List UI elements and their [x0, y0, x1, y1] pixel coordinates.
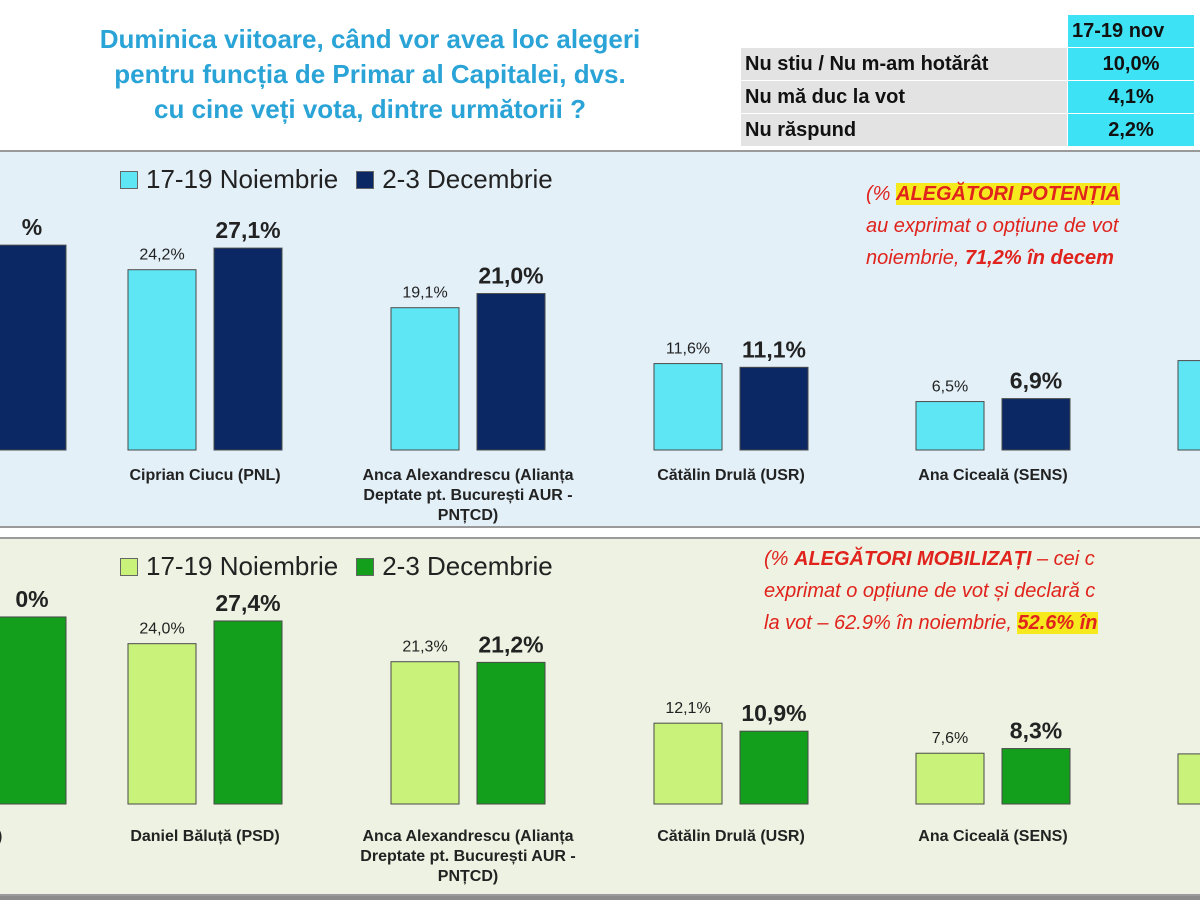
bar-nov [653, 363, 723, 451]
stats-row-value: 2,2% [1067, 113, 1195, 147]
data-label: 21,3% [402, 639, 447, 656]
data-label: 27,4% [215, 590, 280, 616]
legend-item-dec: 2-3 Decembrie [356, 551, 553, 582]
bar-dec [739, 730, 809, 805]
bar-dec [213, 620, 283, 805]
legend-item-nov: 17-19 Noiembrie [120, 164, 338, 195]
stats-header-row: 17-19 nov [740, 14, 1195, 48]
category-label: Cătălin Drulă (USR) [657, 467, 805, 484]
category-label: PNȚCD) [438, 868, 498, 885]
category-label: Anca Alexandrescu (Alianța [362, 828, 573, 845]
bar-nov [915, 752, 985, 805]
potential-voters-panel: 17-19 Noiembrie 2-3 Decembrie (% ALEGĂTO… [0, 150, 1200, 528]
category-label: Dreptate pt. București AUR - [360, 848, 575, 865]
mobilized-voters-panel: 17-19 Noiembrie 2-3 Decembrie (% ALEGĂTO… [0, 537, 1200, 896]
bar-dec [0, 616, 67, 805]
data-label: 0% [15, 586, 48, 612]
category-label: Cătălin Drulă (USR) [657, 828, 805, 845]
category-label: PNȚCD) [438, 507, 498, 524]
bottom-divider [0, 896, 1200, 900]
category-label: NL) [0, 828, 2, 845]
category-label: Daniel Băluță (PSD) [130, 828, 279, 845]
data-label: 7,6% [932, 730, 968, 747]
mobilized-voters-note: (% ALEGĂTORI MOBILIZAȚI – cei c exprimat… [764, 548, 1098, 634]
data-label: 24,2% [139, 247, 184, 264]
bar-nov [127, 269, 197, 451]
legend-swatch [120, 170, 138, 189]
legend-swatch [356, 557, 375, 576]
data-label: 8,3% [1010, 718, 1062, 744]
bar-dec [739, 366, 809, 451]
bar-dec [476, 293, 546, 451]
category-label: Ciprian Ciucu (PNL) [129, 467, 280, 484]
survey-question: Duminica viitoare, când vor avea loc ale… [20, 22, 720, 127]
legend-label: 2-3 Decembrie [382, 164, 553, 194]
bar-nov [390, 307, 460, 451]
stats-row-label: Nu mă duc la vot [740, 80, 1068, 114]
stats-row: Nu răspund 2,2% [740, 113, 1195, 147]
data-label: 11,6% [666, 341, 710, 358]
bar-nov [653, 722, 723, 805]
stats-row: Nu stiu / Nu m-am hotărât 10,0% [740, 47, 1195, 81]
bar-dec [213, 247, 283, 451]
category-label: Anca Alexandrescu (Alianța [362, 467, 573, 484]
data-label: 6,5% [932, 379, 968, 396]
bar-nov [1177, 360, 1200, 451]
legend-label: 17-19 Noiembrie [146, 164, 339, 194]
stats-row: Nu mă duc la vot 4,1% [740, 80, 1195, 114]
question-line-3: cu cine veți vota, dintre următorii ? [154, 94, 586, 124]
bar-nov [390, 661, 460, 805]
data-label: 27,1% [215, 217, 280, 243]
potential-voters-chart: %D)24,2%27,1%Ciprian Ciucu (PNL)19,1%21,… [0, 214, 1200, 524]
data-label: 11,1% [742, 336, 806, 362]
data-label: 6,9% [1010, 368, 1062, 394]
category-label: Deptate pt. București AUR - [363, 487, 572, 504]
stats-row-label: Nu răspund [740, 113, 1068, 147]
bar-dec [1001, 748, 1071, 805]
question-line-2: pentru funcția de Primar al Capitalei, d… [114, 59, 626, 89]
legend-label: 17-19 Noiembrie [146, 551, 339, 581]
data-label: 24,0% [139, 621, 184, 638]
chart-legend: 17-19 Noiembrie 2-3 Decembrie [120, 164, 571, 195]
data-label: % [22, 214, 42, 240]
bar-dec [1001, 398, 1071, 451]
data-label: 12,1% [665, 700, 710, 717]
data-label: 21,2% [478, 631, 543, 657]
bar-nov [1177, 753, 1200, 805]
stats-row-value: 10,0% [1067, 47, 1195, 81]
data-label: 19,1% [402, 285, 447, 302]
data-label: 10,9% [741, 700, 806, 726]
stats-row-value: 4,1% [1067, 80, 1195, 114]
bar-dec [0, 244, 67, 451]
bar-dec [476, 661, 546, 805]
note-highlight: 52.6% în [1017, 612, 1098, 634]
legend-swatch [356, 170, 375, 189]
bar-nov [127, 643, 197, 805]
stats-row-label: Nu stiu / Nu m-am hotărât [740, 47, 1068, 81]
legend-swatch [120, 557, 138, 576]
undecided-stats-table: 17-19 nov Nu stiu / Nu m-am hotărât 10,0… [740, 14, 1195, 147]
mobilized-voters-chart: 0% NL) 24,0% 27,4% Daniel Băluță (PSD) 21,3% 2… [0, 586, 1200, 885]
legend-label: 2-3 Decembrie [382, 551, 553, 581]
category-label: Ana Ciceală (SENS) [918, 467, 1067, 484]
bar-nov [915, 401, 985, 451]
legend-item-dec: 2-3 Decembrie [356, 164, 553, 195]
note-highlight: ALEGĂTORI POTENȚIA [896, 183, 1121, 205]
chart-legend: 17-19 Noiembrie 2-3 Decembrie [120, 551, 571, 582]
category-label: Ana Ciceală (SENS) [918, 828, 1067, 845]
question-line-1: Duminica viitoare, când vor avea loc ale… [99, 24, 641, 54]
data-label: 21,0% [478, 263, 543, 289]
stats-header-date: 17-19 nov [1067, 14, 1195, 48]
potential-voters-note: (% ALEGĂTORI POTENȚIA au exprimat o opți… [866, 183, 1121, 269]
legend-item-nov: 17-19 Noiembrie [120, 551, 338, 582]
